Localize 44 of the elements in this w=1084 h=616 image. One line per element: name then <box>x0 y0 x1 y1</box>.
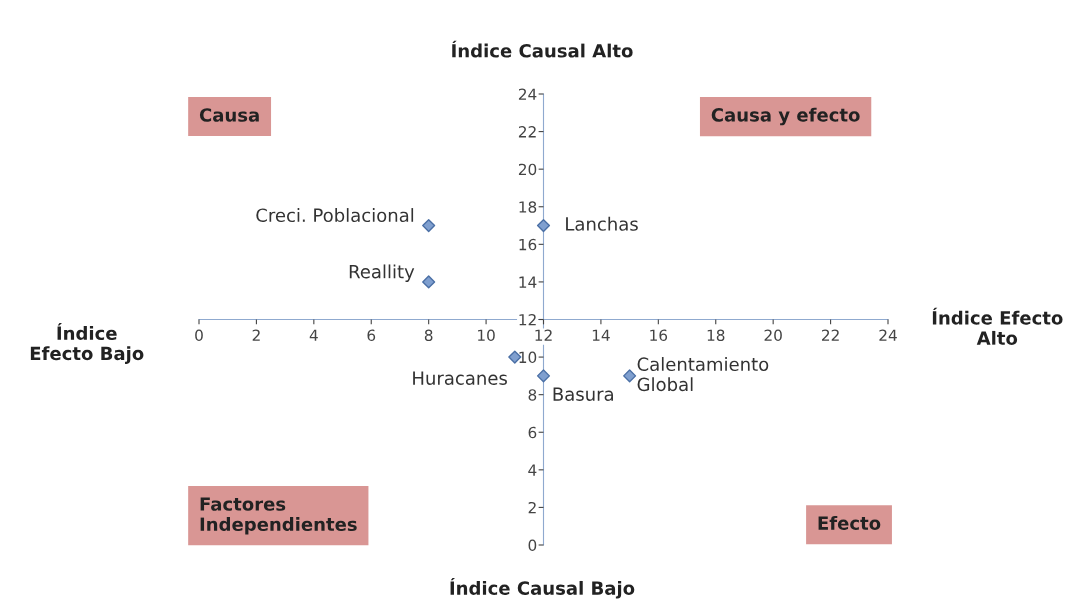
annotation: Reallity <box>349 264 415 282</box>
y-tick-label: 16 <box>519 238 537 251</box>
x-tick-label: 22 <box>821 329 839 341</box>
annotation: Basura <box>553 387 613 401</box>
annotation: Calentamiento Global <box>637 357 769 392</box>
x-tick-label: 6 <box>367 329 376 342</box>
x-tick-label: 24 <box>879 329 897 341</box>
x-tick-label: 14 <box>592 329 610 341</box>
x-tick-label: 20 <box>764 329 782 342</box>
text: Índice Efecto Bajo <box>30 323 144 364</box>
y-tick-label: 14 <box>519 276 537 288</box>
x-tick-label: 10 <box>478 329 495 342</box>
y-tick-label: 8 <box>528 389 537 401</box>
x-tick-label: 18 <box>707 329 725 342</box>
annotation: Efecto <box>818 515 881 530</box>
y-tick-label: 2 <box>528 501 536 514</box>
x-tick-label: 16 <box>650 329 668 342</box>
y-tick-label: 12 <box>519 313 536 326</box>
point <box>422 218 436 233</box>
text: Índice Causal Alto <box>452 40 633 58</box>
annotation: Causa <box>199 108 259 122</box>
annotation: Causa y efecto <box>711 107 860 126</box>
annotation: Creci. Poblacional <box>256 208 414 223</box>
text: Índice Efecto Alto <box>932 307 1063 345</box>
y-tick-label: 18 <box>519 201 537 213</box>
text: Índice Causal Bajo <box>450 577 635 599</box>
point <box>422 275 436 289</box>
annotation: Factores Independientes <box>200 497 357 535</box>
point <box>536 218 551 233</box>
point <box>536 369 551 383</box>
point <box>623 369 637 383</box>
y-tick-label: 22 <box>518 126 536 138</box>
y-tick-label: 4 <box>528 464 537 476</box>
y-tick-label: 20 <box>518 163 537 176</box>
y-tick-label: 10 <box>519 351 537 364</box>
x-tick-label: 0 <box>195 329 203 342</box>
x-tick-label: 8 <box>424 329 433 342</box>
x-tick-label: 2 <box>252 329 260 341</box>
annotation: Huracanes <box>413 371 507 385</box>
x-tick-label: 4 <box>309 329 318 341</box>
y-tick-label: 0 <box>528 539 537 552</box>
y-tick-label: 6 <box>528 426 537 439</box>
annotation: Lanchas <box>566 216 638 231</box>
y-tick-label: 24 <box>518 88 537 100</box>
